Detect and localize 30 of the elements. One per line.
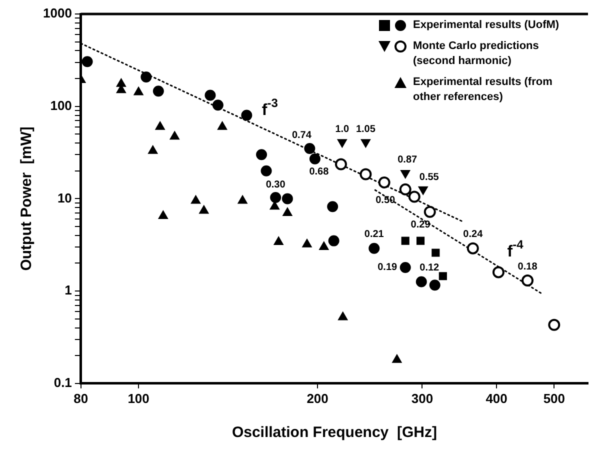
annotation: 0.87 — [398, 154, 418, 166]
y-tick-label: 0.1 — [54, 374, 72, 390]
legend-label: Experimental results (from other references) — [413, 75, 554, 105]
legend-label: Experimental results (UofM) — [413, 18, 560, 33]
x-tick-label: 80 — [74, 390, 88, 406]
y-tick-label: 1 — [64, 282, 72, 298]
annotation: 0.30 — [266, 179, 286, 190]
y-axis-title: Output Power [mW] — [18, 126, 36, 271]
annotation: 0.55 — [419, 172, 440, 184]
x-tick-label: 500 — [543, 390, 566, 406]
y-tick-label: 100 — [50, 98, 72, 113]
annotation: 1.0 — [335, 124, 350, 135]
annotation: 0.29 — [410, 220, 431, 231]
annotation: 0.12 — [420, 262, 440, 274]
annotation: 0.24 — [463, 229, 484, 240]
x-tick-label: 300 — [411, 390, 434, 406]
y-tick-label: 1000 — [43, 6, 72, 21]
legend-label: Monte Carlo predictions (second harmonic) — [413, 39, 540, 69]
annotation: 0.74 — [292, 130, 312, 142]
x-tick-label: 100 — [128, 390, 150, 406]
annotation: 0.50 — [376, 195, 396, 206]
annotation: 0.21 — [364, 229, 384, 240]
x-tick-label: 200 — [306, 390, 328, 406]
annotation: 0.19 — [378, 262, 398, 274]
annotation: 0.18 — [518, 261, 538, 272]
annotation: 0.68 — [309, 166, 330, 178]
x-tick-label: 400 — [486, 390, 508, 406]
x-axis-title: Oscillation Frequency [GHz] — [232, 424, 437, 442]
y-tick-label: 10 — [57, 190, 72, 206]
annotation: 1.05 — [356, 124, 376, 135]
